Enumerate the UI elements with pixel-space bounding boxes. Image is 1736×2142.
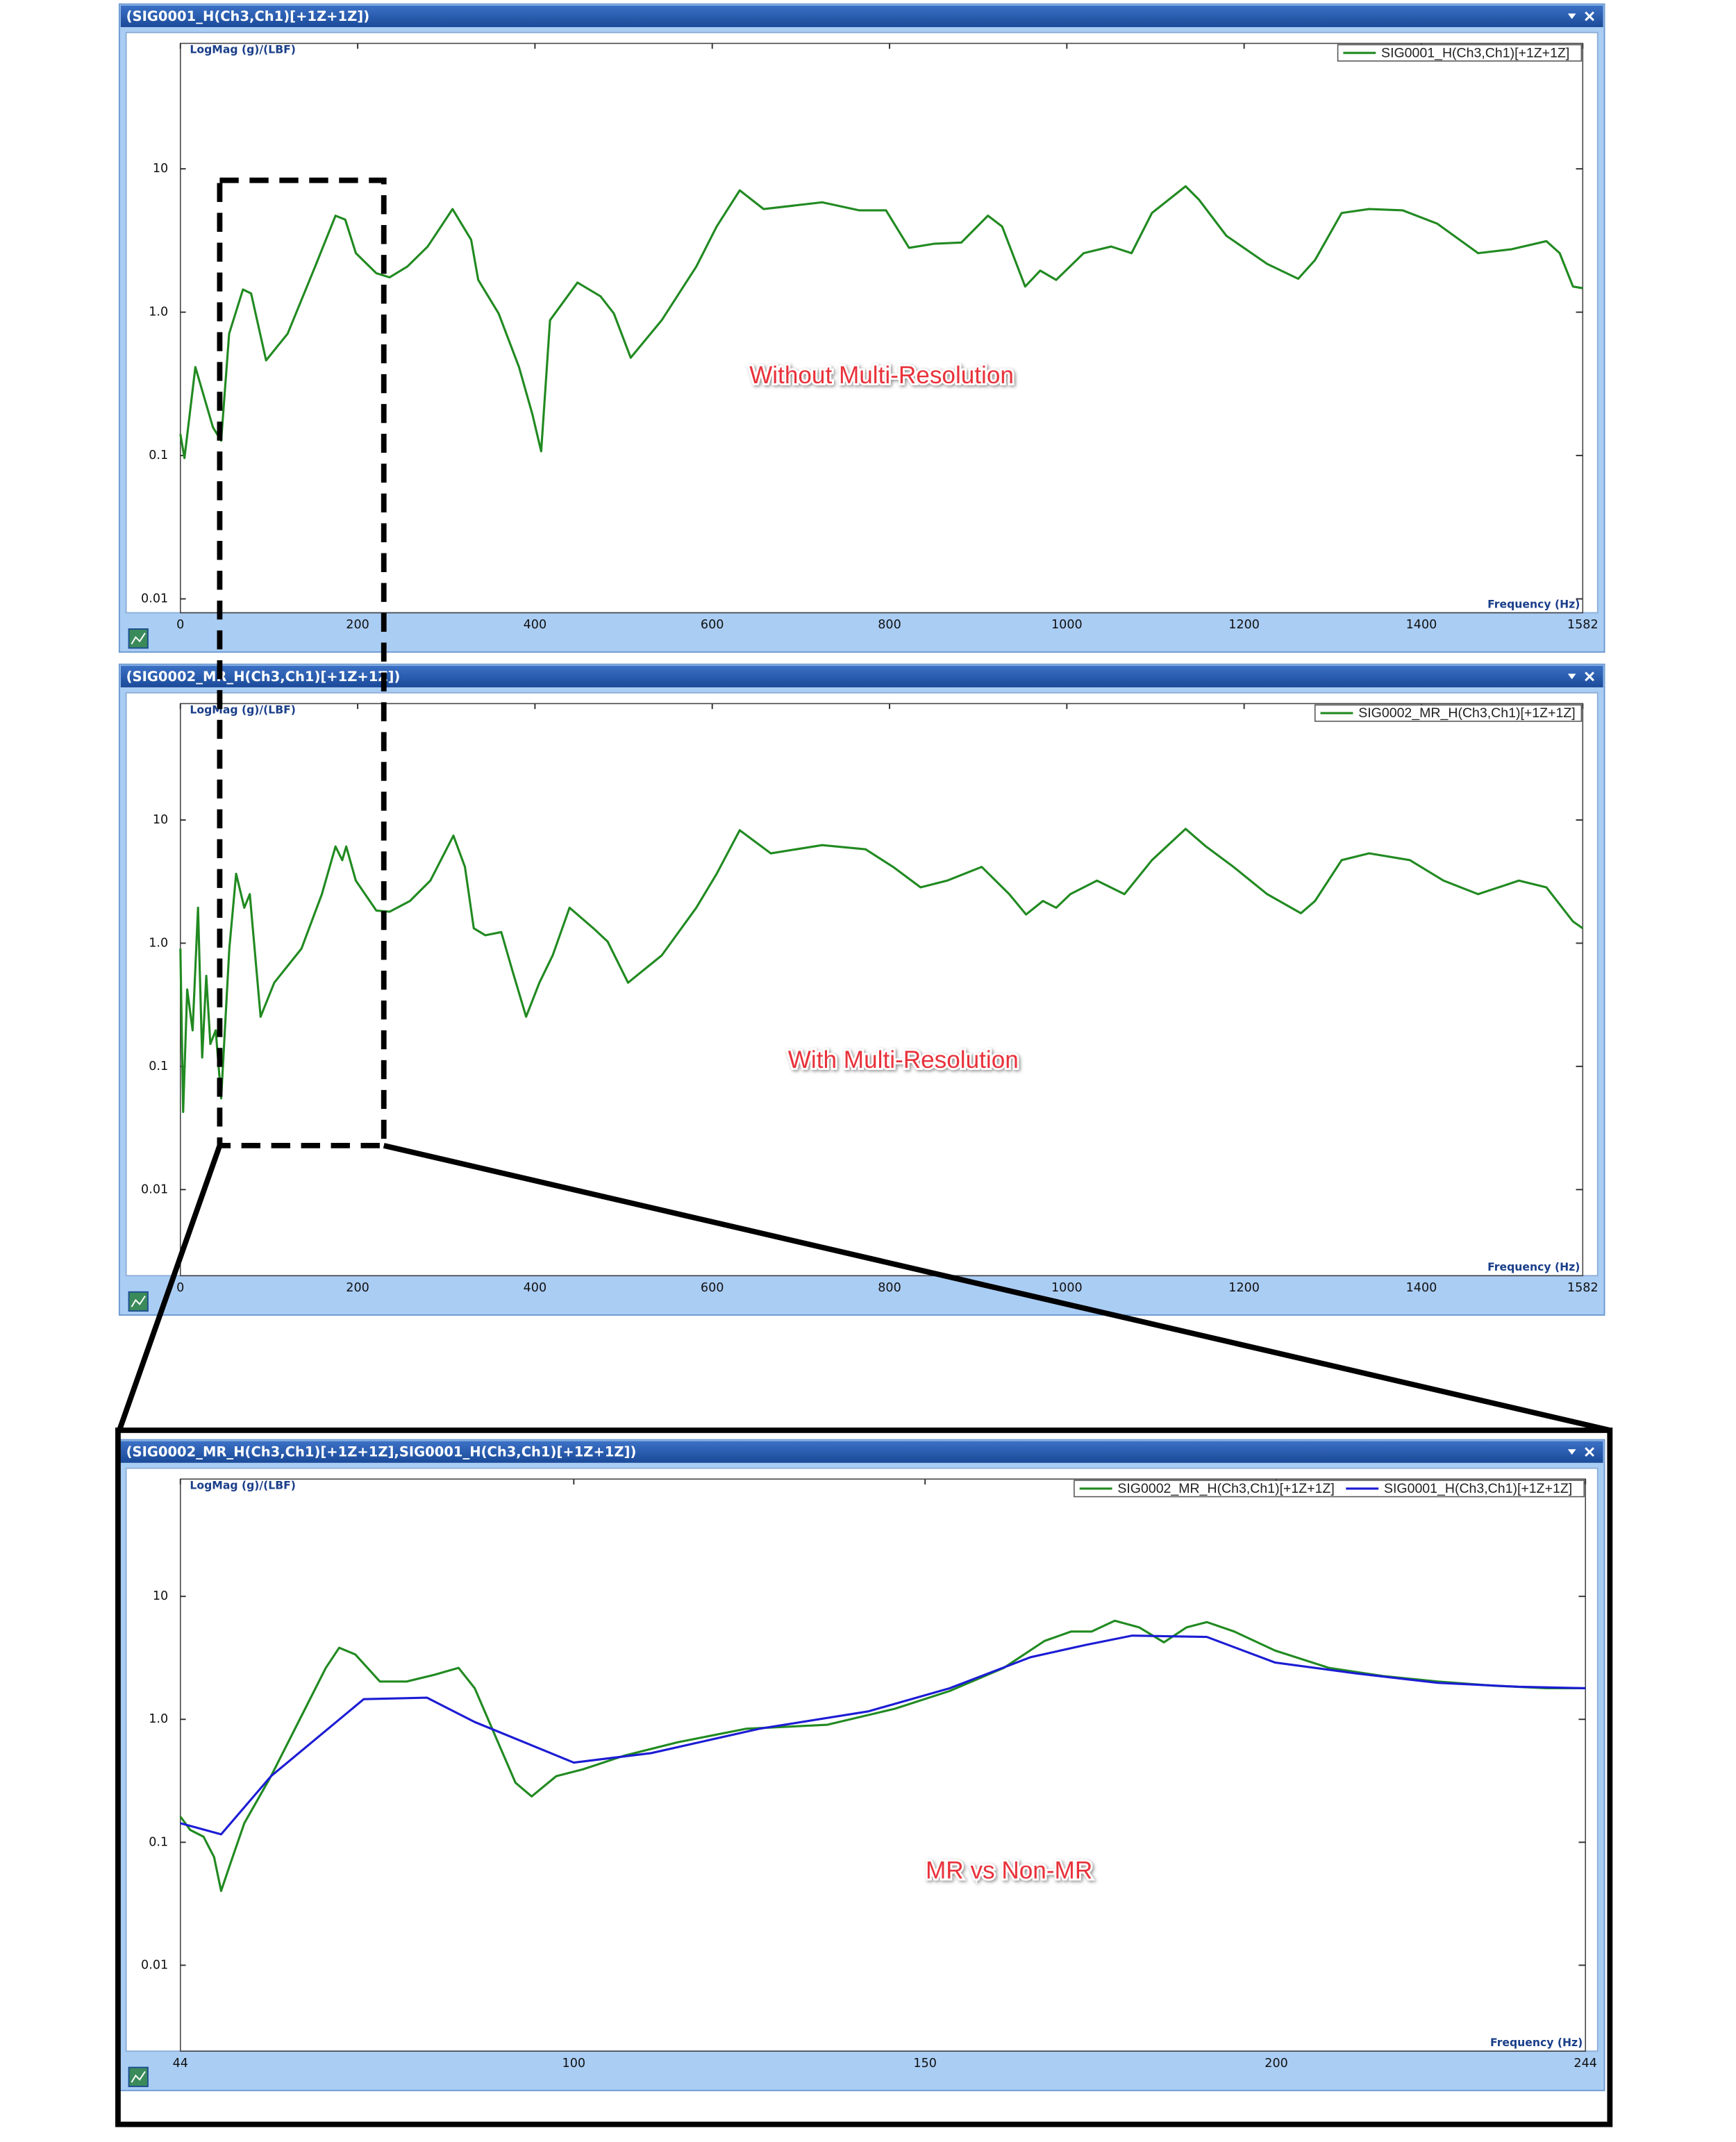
zoom-region — [217, 177, 387, 1148]
y-tick-label: 0.01 — [141, 592, 168, 606]
close-icon — [1585, 671, 1594, 682]
x-tick-label: 400 — [524, 618, 547, 632]
x-tick-label: 200 — [346, 1281, 369, 1295]
view-icon — [128, 1291, 149, 1312]
x-tick-label: 400 — [524, 1281, 547, 1295]
view-icon-glyph — [131, 1296, 146, 1307]
x-tick-label: 0 — [176, 618, 184, 632]
chart-window: (SIG0002_MR_H(Ch3,Ch1)[+1Z+1Z],SIG0001_H… — [118, 1439, 1605, 2091]
window-title: (SIG0002_MR_H(Ch3,Ch1)[+1Z+1Z],SIG0001_H… — [126, 1444, 637, 1460]
y-tick-label: 10 — [153, 162, 168, 176]
x-tick-label: 1582 — [1567, 618, 1599, 632]
legend-label: SIG0001_H(Ch3,Ch1)[+1Z+1Z] — [1384, 1481, 1572, 1496]
y-axis-label: LogMag (g)/(LBF) — [190, 44, 295, 56]
legend-label: SIG0002_MR_H(Ch3,Ch1)[+1Z+1Z] — [1358, 705, 1575, 721]
y-axis-label: LogMag (g)/(LBF) — [190, 1479, 295, 1491]
chart-window: (SIG0002_MR_H(Ch3,Ch1)[+1Z+1Z]) 0.01 0.1 1.… — [118, 663, 1605, 1316]
plot-frame — [179, 42, 1584, 614]
legend-box — [1314, 704, 1583, 722]
legend-box — [1337, 44, 1583, 62]
y-tick-label: 0.1 — [149, 1835, 168, 1849]
x-tick-label: 200 — [346, 618, 369, 632]
series-line — [179, 185, 1583, 460]
x-tick-label: 600 — [701, 618, 724, 632]
plot-background — [125, 31, 1599, 614]
x-axis-label: Frequency (Hz) — [1490, 2036, 1583, 2049]
y-tick-label: 0.1 — [149, 1060, 168, 1073]
annotation: Without Multi-Resolution — [749, 362, 1014, 389]
series-line — [179, 828, 1584, 1113]
zoom-connector — [383, 1143, 1611, 1433]
zoom-frame — [115, 1428, 1613, 2127]
window-title: (SIG0001_H(Ch3,Ch1)[+1Z+1Z]) — [126, 8, 369, 24]
close-icon — [1585, 11, 1594, 22]
menu-arrow — [1567, 1449, 1576, 1455]
x-tick-label: 1000 — [1051, 618, 1083, 632]
window-title: (SIG0002_MR_H(Ch3,Ch1)[+1Z+1Z]) — [126, 669, 401, 685]
y-tick-label: 0.01 — [141, 1182, 168, 1196]
x-tick-label: 100 — [562, 2057, 586, 2070]
title-bar — [120, 5, 1603, 28]
x-tick-label: 200 — [1265, 2057, 1288, 2070]
view-icon — [128, 628, 149, 649]
legend-label: SIG0002_MR_H(Ch3,Ch1)[+1Z+1Z] — [1117, 1481, 1334, 1496]
x-tick-label: 1400 — [1406, 618, 1437, 632]
y-tick-label: 1.0 — [149, 1712, 168, 1726]
close-icon — [1585, 1447, 1594, 1457]
x-tick-label: 800 — [878, 618, 901, 632]
y-axis-label: LogMag (g)/(LBF) — [190, 704, 295, 717]
x-tick-label: 1200 — [1228, 1281, 1260, 1295]
x-tick-label: 1200 — [1228, 618, 1260, 632]
y-tick-label: 1.0 — [149, 936, 168, 950]
title-bar — [120, 665, 1603, 687]
x-tick-label: 800 — [878, 1281, 901, 1295]
view-icon — [128, 2066, 149, 2087]
plot-background — [125, 692, 1599, 1277]
x-axis-label: Frequency (Hz) — [1487, 598, 1580, 610]
x-tick-label: 1582 — [1567, 1281, 1599, 1295]
y-tick-label: 10 — [153, 813, 168, 827]
y-tick-label: 0.01 — [141, 1958, 168, 1972]
annotation: MR vs Non-MR — [926, 1857, 1092, 1884]
zoom-connector — [117, 1144, 223, 1432]
x-tick-label: 150 — [913, 2057, 937, 2070]
y-tick-label: 1.0 — [149, 306, 168, 319]
x-tick-label: 600 — [701, 1281, 724, 1295]
annotation: With Multi-Resolution — [788, 1046, 1019, 1073]
x-tick-label: 1000 — [1051, 1281, 1083, 1295]
x-tick-label: 244 — [1574, 2057, 1597, 2070]
x-tick-label: 44 — [173, 2057, 188, 2070]
chart-window: (SIG0001_H(Ch3,Ch1)[+1Z+1Z]) 0.01 0.1 1.0 10… — [118, 3, 1605, 653]
x-tick-label: 1400 — [1406, 1281, 1437, 1295]
zoom-overlay — [115, 177, 1613, 2127]
series-line — [180, 1634, 1586, 1836]
y-tick-label: 0.1 — [149, 449, 168, 462]
view-icon-glyph — [131, 633, 146, 644]
x-tick-label: 0 — [176, 1281, 184, 1295]
panels: (SIG0001_H(Ch3,Ch1)[+1Z+1Z]) 0.01 0.1 1.0 10… — [118, 3, 1605, 2091]
menu-arrow — [1567, 13, 1576, 19]
y-tick-label: 10 — [153, 1589, 168, 1603]
legend-label: SIG0001_H(Ch3,Ch1)[+1Z+1Z] — [1381, 45, 1569, 60]
menu-arrow — [1567, 673, 1576, 680]
title-bar — [120, 1441, 1603, 1463]
view-icon-glyph — [131, 2070, 146, 2083]
plot-background — [125, 1467, 1599, 2052]
legend-box — [1074, 1480, 1585, 1498]
x-axis-label: Frequency (Hz) — [1487, 1261, 1580, 1273]
plot-frame — [179, 1478, 1586, 2052]
